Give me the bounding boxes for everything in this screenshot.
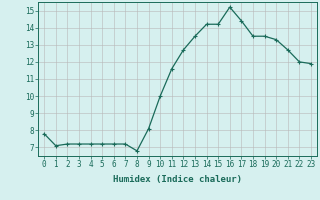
X-axis label: Humidex (Indice chaleur): Humidex (Indice chaleur) <box>113 175 242 184</box>
